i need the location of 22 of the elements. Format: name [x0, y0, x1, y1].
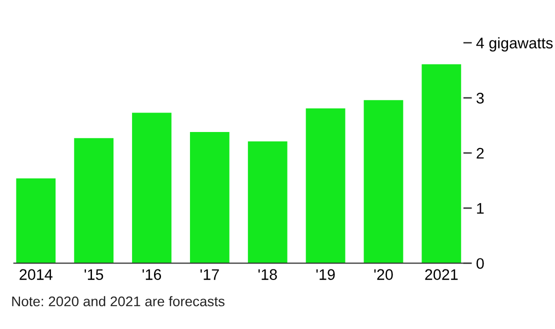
x-tick-label: '15	[84, 269, 104, 280]
y-tick-label: 2	[476, 148, 484, 159]
x-tick-label: '16	[142, 269, 162, 280]
x-tick-label: '19	[316, 269, 335, 280]
y-tick-label: 4 gigawatts	[476, 37, 553, 52]
x-tick-label: 2014	[20, 269, 52, 280]
bar	[16, 178, 56, 264]
x-tick-label: '18	[258, 269, 277, 280]
bar	[248, 141, 288, 264]
text: Note: 2020 and 2021 are forecasts	[12, 296, 224, 306]
bar	[364, 100, 404, 264]
x-tick-label: 2021	[425, 269, 458, 280]
y-tick-label: 0	[476, 258, 484, 269]
y-tick-label: 1	[477, 203, 484, 214]
y-tick-label: 3	[476, 92, 484, 104]
x-tick-label: '17	[200, 269, 219, 280]
bar	[306, 108, 346, 264]
bar	[190, 132, 230, 264]
bar	[132, 112, 172, 264]
x-tick-label: '20	[374, 269, 393, 280]
bar	[74, 138, 114, 264]
bar	[422, 64, 462, 264]
